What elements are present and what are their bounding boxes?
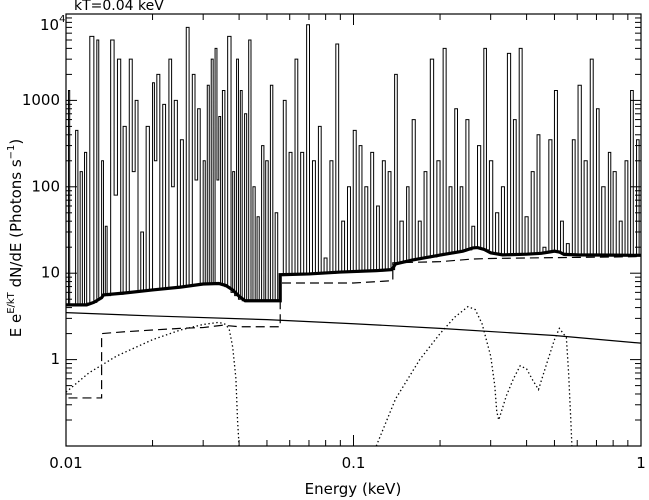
y-axis-title: E eE/kT dN/dE (Photons s−1) [6,139,25,338]
series-dotted [375,305,573,446]
x-axis-title: Energy (keV) [305,480,402,498]
axis-ticks [66,14,641,446]
x-tick-label: 0.01 [49,454,82,472]
series-thin-solid [66,311,641,344]
y-tick-label: 10 [41,264,60,282]
plot-series [66,24,641,446]
series-dashed [68,255,641,399]
tick-labels: 0.01 0.1 1 1 10 100 1000 [22,91,646,472]
x-tick-label: 0.1 [342,454,366,472]
y-tick-label-top: 104 [40,14,65,34]
series-dotted [66,321,240,446]
series-thin-histogram [66,24,641,306]
annotation-text: kT=0.04 keV [74,0,164,14]
x-tick-label: 1 [636,454,646,472]
y-tick-label: 100 [31,177,60,195]
y-tick-label: 1000 [22,91,60,109]
y-tick-label: 1 [50,350,60,368]
